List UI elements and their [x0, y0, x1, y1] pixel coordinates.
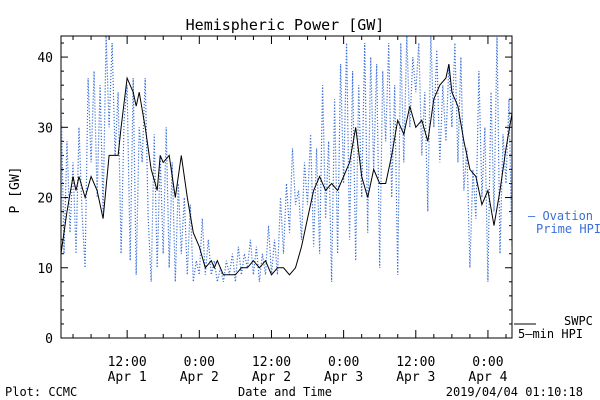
- x-tick-time: 12:00: [396, 355, 435, 370]
- legend-ovation: — Ovation Prime HPI: [528, 209, 600, 236]
- plot-frame: [60, 35, 513, 339]
- chart-title: Hemispheric Power [GW]: [186, 16, 385, 34]
- legend-ovation-line2: Prime HPI: [536, 222, 600, 236]
- y-tick-label: 40: [37, 51, 53, 66]
- legend-swpc: SWPC 5–min HPI: [514, 314, 593, 341]
- y-axis: 0 10 20 30 40: [37, 42, 512, 347]
- y-tick-label: 30: [37, 121, 53, 136]
- x-tick-time: 12:00: [108, 355, 147, 370]
- series-ovation-prime-hpi: [61, 36, 512, 282]
- y-axis-label: P [GW]: [8, 167, 23, 214]
- x-tick-time: 0:00: [328, 355, 359, 370]
- x-tick-date: Apr 3: [324, 370, 363, 385]
- legend-ovation-line1: — Ovation: [528, 209, 593, 223]
- x-tick-date: Apr 4: [468, 370, 507, 385]
- footer-plot-credit: Plot: CCMC: [5, 385, 77, 399]
- x-tick-date: Apr 2: [180, 370, 219, 385]
- y-tick-label: 20: [37, 192, 53, 207]
- legend-swpc-line1: SWPC: [564, 314, 593, 328]
- x-tick-time: 12:00: [252, 355, 291, 370]
- x-tick-date: Apr 2: [252, 370, 291, 385]
- footer-timestamp: 2019/04/04 01:10:18: [446, 385, 583, 399]
- series-layer: [61, 36, 512, 282]
- y-tick-label: 0: [45, 332, 53, 347]
- plot-area: [60, 35, 513, 339]
- y-tick-label: 10: [37, 262, 53, 277]
- x-axis-label: Date and Time: [238, 385, 332, 399]
- x-tick-time: 0:00: [184, 355, 215, 370]
- x-tick-date: Apr 3: [396, 370, 435, 385]
- legend-swpc-line2: 5–min HPI: [518, 327, 583, 341]
- x-tick-date: Apr 1: [108, 370, 147, 385]
- x-tick-time: 0:00: [472, 355, 503, 370]
- series-swpc-5min-hpi: [61, 63, 512, 276]
